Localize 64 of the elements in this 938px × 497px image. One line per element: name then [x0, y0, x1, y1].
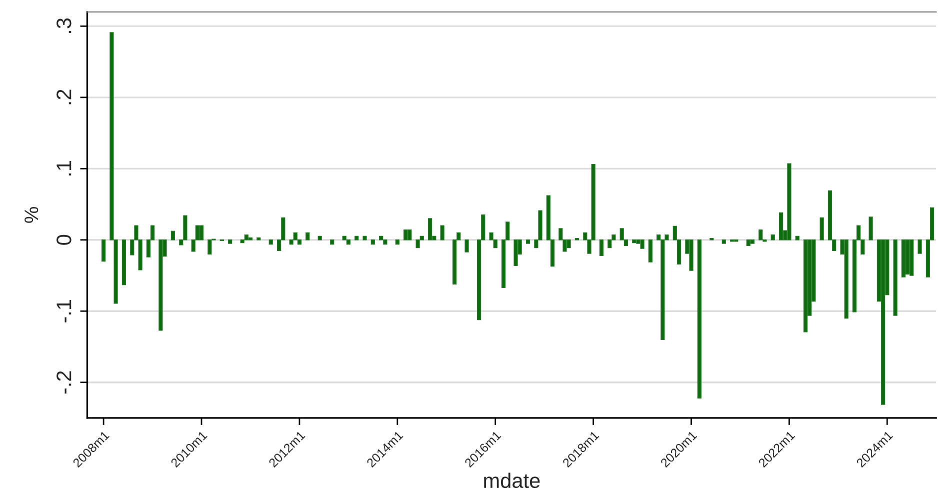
bar — [566, 239, 571, 248]
bar — [228, 239, 232, 244]
bar — [901, 239, 906, 278]
y-tick-label: 0 — [56, 234, 72, 245]
bar — [122, 239, 126, 286]
y-axis-title: % — [24, 207, 38, 223]
bar — [158, 239, 163, 331]
y-tick-label: .1 — [56, 160, 72, 176]
bar — [342, 236, 346, 240]
bar — [395, 239, 400, 245]
bar — [918, 239, 922, 254]
bar — [306, 232, 310, 240]
bar — [795, 236, 800, 240]
bar — [648, 239, 652, 262]
bar — [330, 239, 334, 245]
bar — [803, 239, 808, 332]
bar — [354, 236, 359, 240]
bar — [689, 239, 694, 271]
bar — [778, 212, 784, 240]
bar — [893, 239, 898, 316]
bar — [640, 239, 644, 249]
bar — [750, 239, 755, 244]
bar — [208, 239, 212, 255]
bar — [248, 237, 253, 240]
bar — [770, 234, 775, 240]
bar — [244, 234, 248, 240]
bar — [820, 217, 824, 240]
bar — [318, 236, 322, 240]
bar — [906, 239, 910, 274]
bar — [404, 229, 408, 240]
bar — [362, 236, 367, 240]
bar — [722, 239, 726, 244]
bar — [599, 239, 604, 256]
bar — [102, 239, 106, 262]
bar — [370, 239, 375, 245]
bar — [408, 229, 412, 240]
bar — [787, 163, 792, 240]
y-tick-label: .2 — [56, 90, 72, 104]
bar — [428, 218, 432, 240]
bar — [758, 229, 763, 240]
bar — [346, 239, 350, 245]
bar — [440, 225, 444, 240]
y-tick-label: .3 — [56, 18, 72, 33]
bar — [697, 239, 702, 398]
bar — [383, 239, 388, 245]
bar — [868, 216, 873, 240]
bar — [379, 236, 384, 240]
bar — [268, 239, 273, 245]
bar — [632, 239, 636, 244]
bar — [910, 239, 914, 276]
x-axis-title: mdate — [484, 472, 540, 488]
bar — [514, 239, 518, 266]
y-tick-label: -.1 — [56, 300, 72, 322]
bar — [293, 232, 298, 240]
bar — [464, 239, 469, 252]
bar — [199, 225, 204, 240]
bar — [256, 237, 261, 240]
bar — [170, 230, 175, 240]
bar — [526, 239, 530, 244]
y-tick-label: -.2 — [56, 371, 72, 394]
bar — [746, 239, 750, 246]
bar — [844, 239, 848, 319]
bar — [881, 239, 886, 405]
bar — [416, 239, 420, 248]
